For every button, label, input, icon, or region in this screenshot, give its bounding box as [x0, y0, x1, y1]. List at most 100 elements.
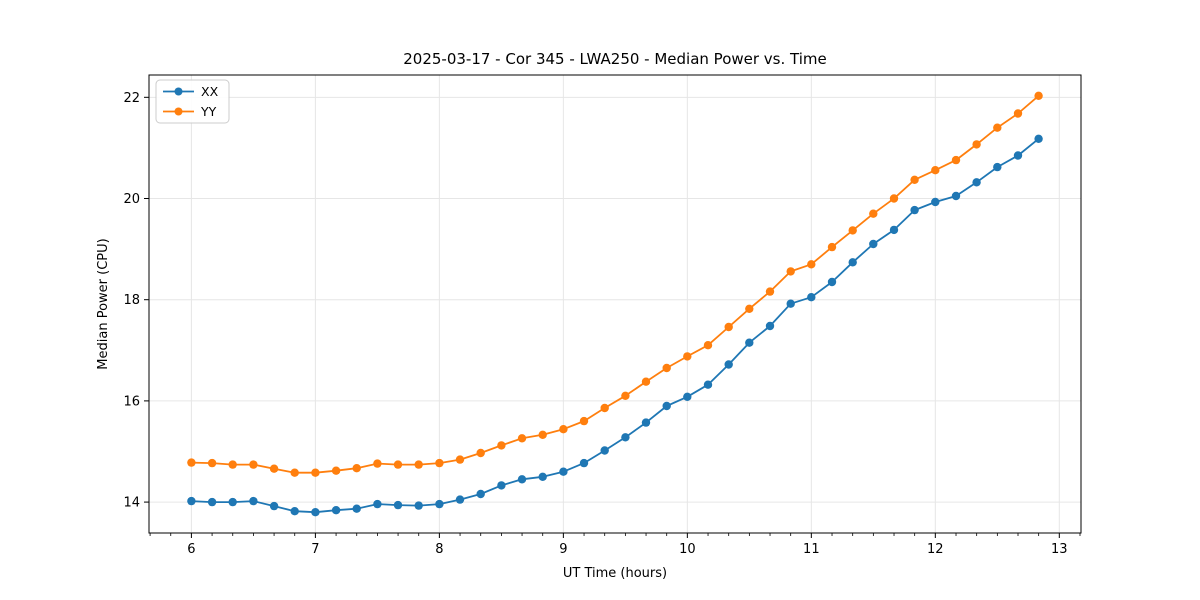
data-point-yy [538, 430, 547, 439]
x-tick-label: 10 [679, 542, 696, 557]
x-tick-label: 6 [187, 542, 195, 557]
data-point-yy [311, 468, 320, 477]
data-point-xx [683, 392, 692, 401]
data-point-yy [972, 140, 981, 149]
data-point-xx [724, 360, 733, 369]
data-point-xx [497, 481, 506, 490]
data-point-yy [269, 464, 279, 473]
y-tick-label: 20 [123, 192, 140, 207]
data-point-yy [187, 458, 196, 467]
x-tick-label: 7 [311, 542, 319, 557]
legend-item-xx[interactable]: XX [163, 84, 219, 99]
data-point-yy [579, 416, 589, 426]
legend-marker-icon-xx [174, 87, 183, 96]
data-point-xx [207, 497, 217, 507]
data-point-yy [559, 425, 568, 434]
y-tick-label: 14 [123, 496, 140, 511]
data-point-xx [249, 496, 258, 506]
data-point-yy [249, 460, 258, 469]
x-tick-label: 11 [803, 542, 820, 557]
data-point-xx [393, 500, 403, 510]
data-point-xx [311, 508, 320, 517]
data-point-xx [373, 499, 382, 509]
x-tick-label: 8 [435, 542, 443, 557]
data-point-xx [703, 380, 713, 389]
data-point-xx [435, 499, 444, 509]
legend-marker-icon-yy [174, 107, 183, 116]
y-tick-label: 22 [123, 91, 140, 106]
data-point-xx [993, 162, 1002, 172]
data-point-yy [786, 267, 795, 276]
data-point-xx [476, 489, 485, 499]
data-point-xx [889, 225, 899, 235]
data-point-yy [228, 460, 237, 469]
data-point-xx [579, 458, 589, 468]
data-point-yy [621, 391, 630, 400]
series-layer [187, 91, 1043, 517]
data-point-xx [414, 501, 423, 510]
grid-layer [149, 75, 1081, 533]
data-point-yy [703, 341, 713, 350]
data-point-yy [290, 468, 299, 477]
axes-spines [148, 74, 1082, 534]
x-tick-label: 13 [1051, 542, 1068, 557]
tick-layer: 6 7 8 9 10 11 12 13 14 16 18 20 22 [123, 91, 1081, 557]
data-point-yy [600, 403, 609, 413]
data-point-xx [951, 191, 961, 201]
data-point-yy [745, 304, 754, 313]
data-point-xx [1013, 151, 1023, 160]
data-point-yy [869, 209, 878, 218]
data-point-xx [641, 418, 651, 427]
data-point-yy [910, 175, 919, 184]
x-tick-label: 9 [559, 542, 567, 557]
data-point-xx [931, 197, 940, 207]
data-point-yy [931, 166, 940, 175]
data-point-xx [786, 299, 795, 308]
data-point-xx [1034, 134, 1043, 143]
data-point-xx [621, 433, 630, 442]
data-point-yy [331, 466, 341, 475]
data-point-yy [951, 155, 961, 165]
data-point-yy [993, 123, 1002, 132]
data-point-xx [538, 472, 547, 481]
data-point-yy [476, 448, 485, 458]
data-point-yy [373, 459, 382, 468]
legend: XX YY [155, 79, 230, 124]
data-point-xx [455, 495, 465, 504]
data-point-yy [807, 260, 816, 269]
y-tick-label: 16 [123, 394, 140, 409]
x-tick-label: 12 [927, 542, 944, 557]
data-point-xx [187, 496, 196, 506]
data-point-yy [455, 455, 465, 464]
data-point-yy [1034, 91, 1043, 101]
chart-title: 2025-03-17 - Cor 345 - LWA250 - Median P… [403, 50, 827, 68]
data-point-yy [848, 226, 857, 235]
data-point-xx [559, 467, 568, 476]
data-point-xx [869, 239, 878, 249]
data-point-yy [662, 363, 671, 373]
data-point-xx [662, 401, 671, 411]
legend-item-yy[interactable]: YY [163, 104, 217, 119]
data-point-xx [352, 504, 361, 513]
data-point-yy [517, 434, 527, 443]
data-point-yy [827, 242, 837, 252]
data-point-yy [393, 460, 403, 469]
data-point-yy [1013, 109, 1023, 118]
data-point-yy [641, 377, 651, 386]
data-point-xx [600, 446, 609, 455]
data-point-xx [848, 258, 857, 267]
data-point-xx [972, 178, 981, 187]
data-point-xx [290, 507, 299, 516]
data-point-xx [910, 205, 919, 215]
legend-label-xx: XX [201, 84, 219, 99]
data-point-xx [745, 338, 754, 347]
data-point-xx [331, 506, 341, 515]
y-tick-label: 18 [123, 293, 140, 308]
plot-area [149, 75, 1081, 533]
data-point-yy [765, 287, 775, 296]
data-point-yy [724, 322, 733, 332]
data-point-xx [827, 277, 837, 287]
data-point-yy [889, 194, 899, 203]
